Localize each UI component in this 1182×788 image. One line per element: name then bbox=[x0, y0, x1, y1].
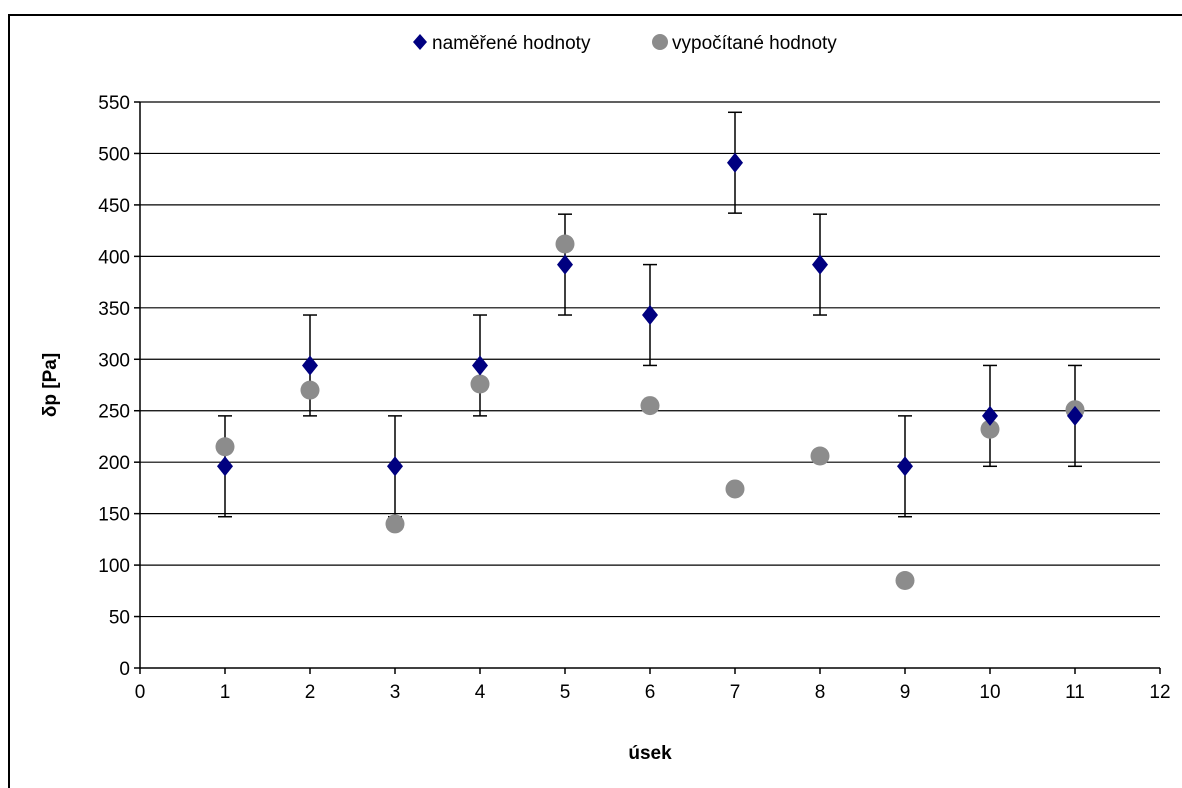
legend-marker-circle bbox=[652, 34, 668, 50]
x-tick-label: 2 bbox=[305, 682, 316, 703]
x-tick-label: 5 bbox=[560, 682, 571, 703]
y-axis-ticks: 0 50 100 150 200 250 300 350 400 450 500 550 bbox=[98, 93, 140, 680]
y-tick-label: 150 bbox=[98, 505, 130, 526]
calculated-point bbox=[300, 380, 320, 400]
x-tick-label: 12 bbox=[1149, 682, 1170, 703]
measured-point bbox=[302, 355, 318, 376]
legend-label-calculated: vypočítané hodnoty bbox=[672, 33, 837, 54]
calculated-point bbox=[640, 396, 660, 416]
measured-point bbox=[387, 456, 403, 477]
measured-point bbox=[217, 456, 233, 477]
x-axis-ticks: 0 1 2 3 4 5 6 7 8 9 10 11 12 bbox=[135, 668, 1171, 703]
y-axis-label: δp [Pa] bbox=[40, 353, 61, 417]
measured-point bbox=[1067, 405, 1083, 426]
y-tick-label: 350 bbox=[98, 299, 130, 320]
y-tick-label: 250 bbox=[98, 402, 130, 423]
y-tick-label: 50 bbox=[109, 608, 130, 629]
calculated-point bbox=[980, 419, 1000, 439]
axes bbox=[139, 102, 1160, 669]
x-tick-label: 9 bbox=[900, 682, 911, 703]
measured-point bbox=[897, 456, 913, 477]
x-axis-label: úsek bbox=[628, 743, 672, 764]
y-tick-label: 450 bbox=[98, 196, 130, 217]
x-tick-label: 10 bbox=[979, 682, 1000, 703]
y-tick-label: 550 bbox=[98, 93, 130, 114]
x-tick-label: 7 bbox=[730, 682, 741, 703]
legend-marker-diamond bbox=[413, 34, 427, 50]
legend-label-measured: naměřené hodnoty bbox=[432, 33, 591, 54]
x-tick-label: 3 bbox=[390, 682, 401, 703]
y-tick-label: 0 bbox=[119, 659, 130, 680]
y-tick-label: 300 bbox=[98, 350, 130, 371]
x-tick-label: 0 bbox=[135, 682, 146, 703]
x-tick-label: 6 bbox=[645, 682, 656, 703]
y-tick-label: 500 bbox=[98, 144, 130, 165]
calculated-point bbox=[385, 514, 405, 534]
x-tick-label: 8 bbox=[815, 682, 826, 703]
x-tick-label: 4 bbox=[475, 682, 486, 703]
data-marks bbox=[215, 152, 1085, 591]
y-tick-label: 200 bbox=[98, 453, 130, 474]
chart-frame-top bbox=[8, 14, 1182, 16]
chart-frame-left bbox=[8, 14, 10, 788]
y-tick-label: 100 bbox=[98, 556, 130, 577]
y-tick-label: 400 bbox=[98, 247, 130, 268]
x-tick-label: 1 bbox=[220, 682, 231, 703]
calculated-point bbox=[895, 571, 915, 591]
calculated-point bbox=[810, 446, 830, 466]
x-tick-label: 11 bbox=[1065, 682, 1085, 703]
measured-point bbox=[982, 405, 998, 426]
calculated-point bbox=[725, 479, 745, 499]
legend: naměřené hodnoty vypočítané hodnoty bbox=[413, 33, 837, 54]
measured-point bbox=[557, 254, 573, 275]
calculated-point bbox=[555, 234, 575, 254]
calculated-point bbox=[215, 437, 235, 457]
measured-point bbox=[812, 254, 828, 275]
measured-point bbox=[727, 152, 743, 173]
measured-point bbox=[472, 355, 488, 376]
calculated-point bbox=[470, 374, 490, 394]
measured-point bbox=[642, 305, 658, 326]
